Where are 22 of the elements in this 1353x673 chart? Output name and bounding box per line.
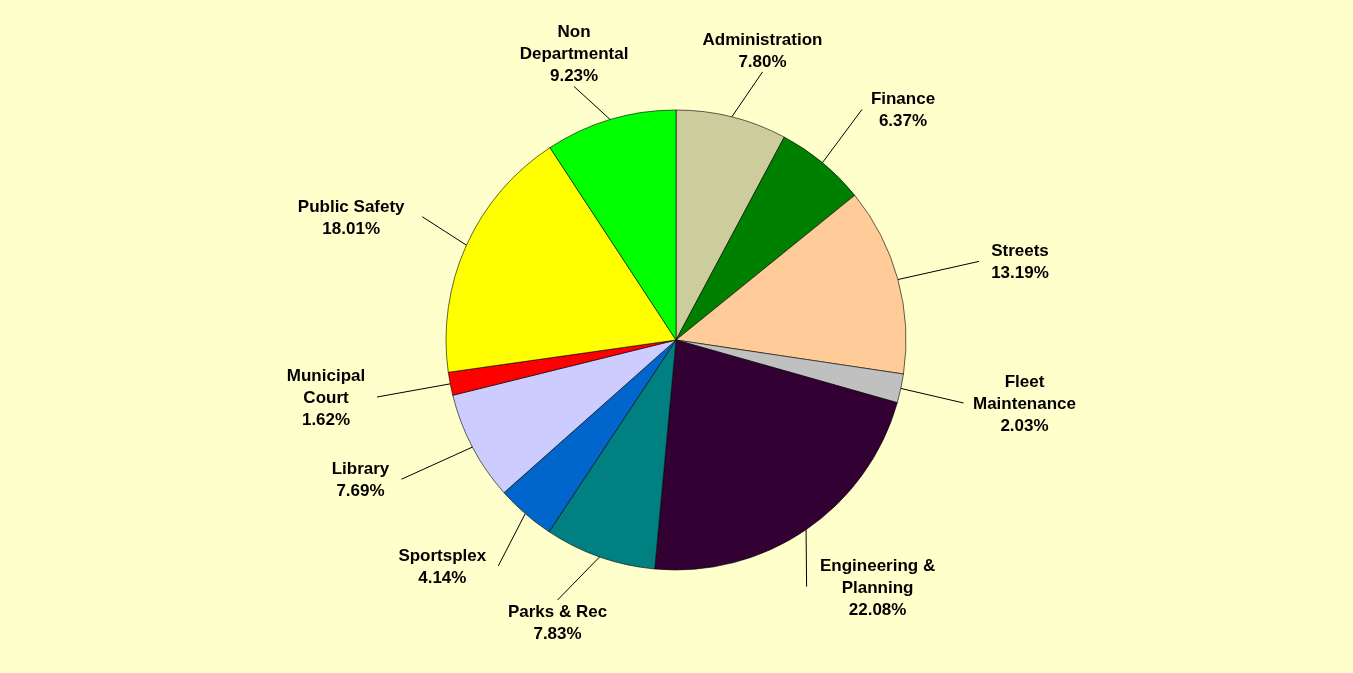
data-label: 13.19%: [991, 263, 1049, 283]
slice-label: Public Safety: [297, 196, 406, 216]
slice-label: Administration: [702, 29, 823, 49]
slice-label: Sportsplex: [398, 545, 487, 565]
data-label: 7.80%: [738, 51, 787, 71]
slice-label: Fleet Maintenance: [973, 371, 1076, 413]
data-label: 22.08%: [848, 599, 907, 619]
slice-label: Parks & Rec: [507, 602, 608, 622]
slice-label: Library: [331, 459, 390, 479]
data-label: 1.62%: [301, 410, 351, 429]
data-label: 9.23%: [549, 66, 599, 86]
slice-label: Non Departmental: [519, 22, 629, 64]
slice-label: Municipal Court: [286, 366, 366, 407]
slice-label: Streets: [991, 241, 1049, 261]
data-label: 7.83%: [533, 624, 582, 644]
data-label: 6.37%: [878, 111, 928, 131]
slice-label: Engineering & Planning: [819, 555, 936, 597]
data-label: 18.01%: [322, 218, 381, 238]
data-label: 7.69%: [336, 481, 385, 501]
data-label: 2.03%: [1000, 415, 1049, 435]
data-label: 4.14%: [418, 567, 467, 587]
slice-label: Finance: [870, 89, 936, 109]
